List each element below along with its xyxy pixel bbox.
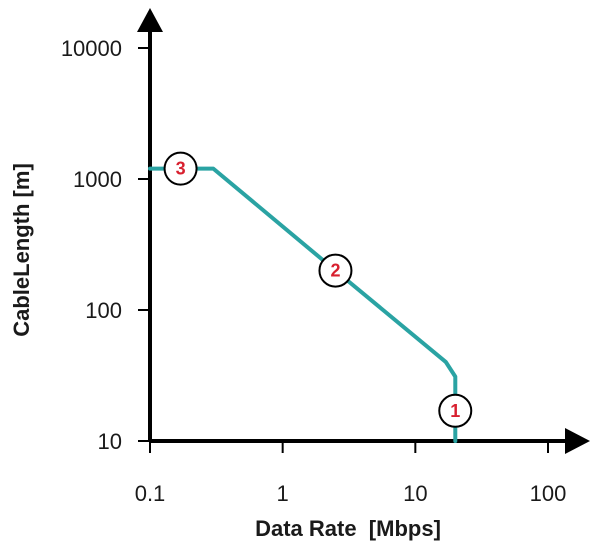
y-tick-label: 1000 xyxy=(73,167,122,192)
x-tick-label: 1 xyxy=(277,481,289,506)
annotation-label: 2 xyxy=(330,261,340,281)
annotation-label: 3 xyxy=(176,159,186,179)
series-line xyxy=(148,166,458,443)
x-tick-label: 100 xyxy=(530,481,567,506)
y-tick-label: 10000 xyxy=(61,36,122,61)
annotation-label: 1 xyxy=(450,401,460,421)
axes xyxy=(137,8,590,454)
series-layer xyxy=(148,166,458,443)
y-ticks: 10 100 1000 10000 xyxy=(61,36,150,454)
y-axis-title: CableLength [m] xyxy=(9,163,34,337)
x-axis-title: Data Rate [Mbps] xyxy=(255,516,441,541)
y-tick-label: 10 xyxy=(98,429,122,454)
x-tick-label: 10 xyxy=(403,481,427,506)
x-axis-arrow-icon xyxy=(565,428,590,454)
x-tick-label: 0.1 xyxy=(135,481,166,506)
y-axis-arrow-icon xyxy=(137,8,163,32)
x-ticks: 0.1 1 10 100 xyxy=(135,441,567,506)
annotation-layer: 3 2 1 xyxy=(163,151,473,428)
annotation-marker xyxy=(163,151,198,186)
y-tick-label: 100 xyxy=(85,298,122,323)
annotation-marker xyxy=(318,253,353,288)
annotation-marker xyxy=(438,393,473,428)
